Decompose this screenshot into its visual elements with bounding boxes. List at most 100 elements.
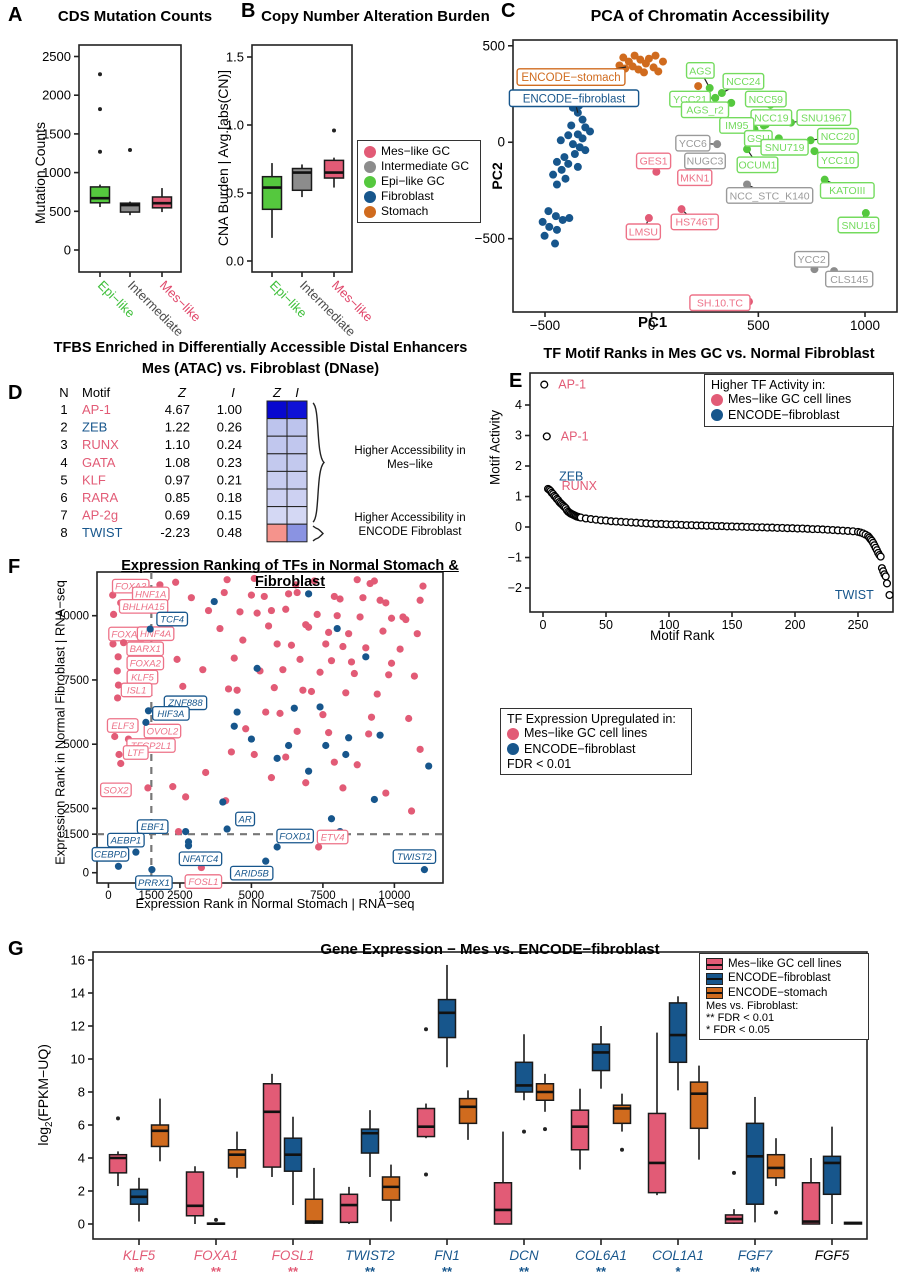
pca-label-YCC2 [793,250,830,268]
svg-text:BARX1: BARX1 [130,644,161,655]
svg-text:1500: 1500 [63,829,89,841]
svg-text:0.23: 0.23 [217,455,242,470]
legend-entry: Mes−like GC cell lines [706,957,862,971]
legend-entry: Intermediate GC [364,159,474,174]
pca-label-NCC59 [744,90,787,108]
gene-significance-FOXA1: ** [211,1264,222,1279]
legend-entry-label: Mes−like GC cell lines [728,958,842,970]
panel-e-xlabel: Motif Rank [650,628,715,643]
svg-text:KLF: KLF [82,472,106,487]
panel-f-ylabel: Expression Rank in Normal Fibroblast | R… [52,580,68,865]
tf-label-ARID5B [229,865,274,881]
svg-text:−1: −1 [508,551,522,565]
svg-text:14: 14 [71,986,85,1001]
svg-text:TWIST2: TWIST2 [397,852,433,863]
svg-text:0.15: 0.15 [217,508,242,523]
tf-label-EBF1 [136,819,169,834]
svg-text:0.69: 0.69 [165,508,190,523]
svg-text:3: 3 [515,429,522,443]
legend-entry-label: Mes−like GC cell lines [728,392,852,406]
legend-entry-label: Intermediate GC [381,159,470,173]
tf-label-OVOL2 [143,723,182,739]
panel-g-plot: 0246810121416KLF5**FOXA1**FOSL1**TWIST2*… [71,951,868,1279]
svg-text:OVOL2: OVOL2 [147,726,179,737]
panel-c-title: PCA of Chromatin Accessibility [590,8,830,25]
legend-entry: ENCODE−fibroblast [507,742,685,758]
legend-dot-icon [507,743,519,756]
gene-significance-FGF7: ** [750,1264,761,1279]
panel-f-points [156,574,433,860]
panel-e-legend: Higher TF Activity in: Mes−like GC cell l… [704,374,894,428]
pca-label-LMSU [625,223,662,241]
gene-label-FGF7: FGF7 [738,1248,773,1263]
svg-text:GES1: GES1 [640,156,668,168]
svg-text:I: I [295,385,299,400]
panel-e-plot: 0 50 100 150 200 250 −2 −1 0 1 2 3 4 [508,372,894,632]
svg-text:7500: 7500 [310,890,336,902]
svg-text:2500: 2500 [167,890,193,902]
legend-note: ** FDR < 0.01 [706,1012,775,1025]
svg-text:1500: 1500 [139,890,165,902]
svg-text:8: 8 [78,1085,85,1100]
gene-label-DCN: DCN [509,1248,538,1263]
svg-text:8: 8 [60,525,67,540]
legend-entry: Stomach [364,204,474,219]
svg-text:500: 500 [747,318,770,333]
motif-annotation-AP-1: AP-1 [561,429,589,443]
svg-text:250: 250 [848,618,869,632]
pca-label-AGS_r2 [680,101,730,119]
legend-entry-label: ENCODE−fibroblast [728,972,831,985]
svg-text:7: 7 [60,508,67,523]
legend-dot-icon [507,727,519,740]
gene-significance-COL1A1: * [675,1264,681,1279]
svg-text:NCC_STC_K140: NCC_STC_K140 [730,190,810,202]
svg-text:0: 0 [105,890,111,902]
pca-label-KATOIII [819,182,875,199]
gene-label-TWIST2: TWIST2 [345,1248,395,1263]
svg-text:HIF3A: HIF3A [157,709,184,720]
panel-a-letter: A [8,4,23,26]
panel-a-ylabel: Mutation Counts [32,122,48,224]
panel-f-letter: F [8,556,21,578]
svg-text:FOXA2: FOXA2 [130,658,162,669]
legend-entry-label: Fibroblast [381,189,434,203]
pca-label-ENCODE−fibroblast [508,89,640,108]
motif-annotation-RUNX: RUNX [562,479,598,493]
legend-dot-icon [364,205,376,218]
svg-text:YCC10: YCC10 [821,155,855,167]
gene-label-FN1: FN1 [434,1248,460,1263]
svg-text:AGS_r2: AGS_r2 [686,105,724,117]
panel-c-points [538,51,703,248]
pca-label-ENCODE−stomach [516,68,626,86]
gene-label-COL1A1: COL1A1 [652,1248,704,1263]
legend-boxplot-icon [706,972,723,985]
svg-text:SNU1967: SNU1967 [801,112,847,124]
svg-text:I: I [231,385,235,400]
svg-text:TCF4: TCF4 [160,614,184,625]
svg-text:KLF5: KLF5 [131,673,154,684]
svg-text:1: 1 [515,490,522,504]
pca-label-YCC6 [675,134,711,152]
legend-fdr-note: FDR < 0.01 [507,757,572,772]
panel-d-annotation-mes: Higher Accessibility in Mes−like [354,445,466,472]
svg-text:1500: 1500 [42,126,71,141]
pca-label-OCUM1 [736,156,779,174]
svg-text:SH.10.TC: SH.10.TC [697,298,744,310]
svg-text:NCC24: NCC24 [726,76,761,88]
legend-boxplot-icon [706,986,723,999]
svg-text:EBF1: EBF1 [141,822,165,833]
svg-text:ENCODE−fibroblast: ENCODE−fibroblast [523,93,626,105]
legend-dot-icon [364,145,376,158]
tf-label-PRRX1 [135,875,173,891]
svg-text:1.08: 1.08 [165,455,190,470]
legend-entry: Fibroblast [364,189,474,204]
svg-text:7500: 7500 [63,675,89,687]
svg-text:NCC59: NCC59 [749,94,784,106]
pca-label-SNU1967 [796,109,852,126]
svg-text:5000: 5000 [63,739,89,751]
pca-label-NCC24 [722,72,765,90]
tf-label-ETV4 [316,829,349,845]
svg-text:AP-1: AP-1 [82,402,111,417]
panel-b-letter: B [241,0,256,22]
svg-text:4.67: 4.67 [165,402,190,417]
